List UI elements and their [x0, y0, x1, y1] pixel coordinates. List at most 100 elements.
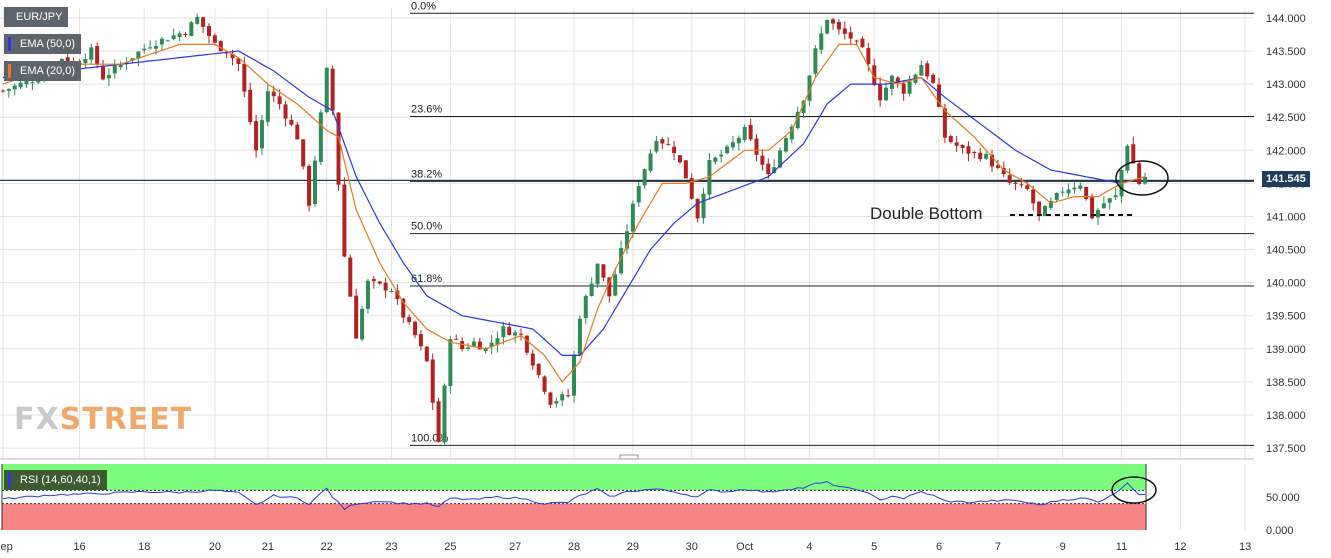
- candle-body: [984, 154, 989, 159]
- rsi-badge[interactable]: RSI (14,60,40,1): [4, 470, 107, 490]
- candle-body: [519, 333, 524, 335]
- candle-body: [583, 295, 588, 319]
- candle-body: [666, 143, 671, 145]
- candle-body: [289, 119, 294, 125]
- candle-body: [719, 154, 724, 157]
- ema20-line: [2, 43, 1146, 383]
- candle-body: [448, 339, 453, 387]
- candle-body: [265, 91, 270, 122]
- x-tick-label: 30: [686, 541, 698, 553]
- price-highlight-circle: [1115, 160, 1169, 196]
- rsi-highlight-circle: [1111, 476, 1157, 504]
- candle-body: [136, 51, 141, 59]
- candle-body: [995, 165, 1000, 168]
- candle-body: [748, 124, 753, 140]
- y-tick-label: 138.000: [1266, 410, 1306, 422]
- y-tick-label: 142.500: [1266, 112, 1306, 124]
- candle-body: [1001, 167, 1006, 174]
- rsi-tick-label: 50.000: [1266, 492, 1300, 504]
- candle-body: [248, 89, 253, 122]
- watermark-street: STREET: [59, 402, 193, 437]
- candle-body: [713, 157, 718, 162]
- symbol-badge[interactable]: EUR/JPY: [4, 7, 69, 27]
- candle-body: [836, 21, 841, 30]
- candle-body: [436, 401, 441, 442]
- candle-body: [277, 96, 282, 104]
- candle-body: [218, 41, 223, 52]
- candle-body: [83, 59, 88, 64]
- candle-body: [548, 392, 553, 405]
- candle-body: [118, 63, 123, 68]
- candle-body: [766, 163, 771, 175]
- candle-body: [442, 385, 447, 443]
- fib-label: 0.0%: [411, 0, 436, 12]
- ema-lines: [2, 43, 1146, 383]
- candle-body: [966, 146, 971, 154]
- candle-body: [1095, 210, 1100, 218]
- candle-body: [554, 401, 559, 404]
- candle-body: [695, 198, 700, 219]
- x-tick-label: 21: [262, 541, 274, 553]
- candle-body: [360, 308, 365, 340]
- candle-body: [1066, 189, 1071, 194]
- x-tick-label: 9: [1060, 541, 1066, 553]
- candle-body: [6, 88, 11, 91]
- fib-label: 23.6%: [411, 104, 442, 116]
- ema50-badge[interactable]: EMA (50,0): [4, 34, 82, 54]
- candle-body: [778, 150, 783, 168]
- candle-body: [1054, 193, 1059, 200]
- rsi-oversold-zone: [2, 503, 1146, 530]
- symbol-label: EUR/JPY: [16, 11, 63, 23]
- x-tick-label: Sep: [0, 541, 13, 553]
- pane-resize-handle: [619, 454, 639, 460]
- candle-body: [1013, 182, 1018, 184]
- candle-body: [524, 335, 529, 353]
- candle-body: [895, 77, 900, 83]
- ema20-badge[interactable]: EMA (20,0): [4, 61, 82, 81]
- candle-body: [925, 63, 930, 77]
- candle-body: [801, 100, 806, 114]
- y-tick-label: 144.000: [1266, 13, 1306, 25]
- candle-body: [513, 332, 518, 336]
- fibonacci-levels: 0.0%23.6%38.2%50.0%61.8%100.0%: [0, 0, 1254, 446]
- rsi-bands: [1, 464, 1147, 530]
- x-tick-label: 5: [871, 541, 877, 553]
- x-tick-label: 22: [321, 541, 333, 553]
- fib-label: 38.2%: [411, 168, 442, 180]
- candle-body: [630, 203, 635, 232]
- axes: 144.000143.500143.000142.500142.000141.5…: [0, 13, 1306, 553]
- ema20-swatch: [8, 64, 11, 78]
- candle-body: [607, 277, 612, 297]
- candle-body: [177, 33, 182, 38]
- candle-body: [736, 137, 741, 144]
- candle-body: [89, 47, 94, 60]
- candle-body: [154, 45, 159, 49]
- candle-body: [660, 139, 665, 144]
- y-tick-label: 143.500: [1266, 46, 1306, 58]
- x-tick-label: 4: [806, 541, 812, 553]
- candle-body: [318, 112, 323, 162]
- candle-body: [371, 279, 376, 282]
- candle-body: [324, 67, 329, 113]
- candle-body: [1031, 189, 1036, 204]
- x-tick-label: 7: [995, 541, 1001, 553]
- candle-body: [795, 111, 800, 129]
- candle-body: [884, 87, 889, 101]
- candle-body: [483, 347, 488, 352]
- candle-body: [354, 295, 359, 339]
- y-tick-label: 137.500: [1266, 443, 1306, 455]
- ema20-label: EMA (20,0): [20, 65, 76, 77]
- y-tick-label: 140.500: [1266, 245, 1306, 257]
- candle-body: [954, 142, 959, 146]
- candle-body: [1048, 200, 1053, 208]
- candle-body: [619, 248, 624, 274]
- candle-body: [95, 46, 100, 65]
- candle-body: [878, 83, 883, 101]
- candle-body: [195, 16, 200, 24]
- candle-body: [59, 58, 64, 63]
- ema50-label: EMA (50,0): [20, 38, 76, 50]
- candle-body: [307, 165, 312, 206]
- candle-body: [848, 32, 853, 39]
- y-tick-label: 140.000: [1266, 278, 1306, 290]
